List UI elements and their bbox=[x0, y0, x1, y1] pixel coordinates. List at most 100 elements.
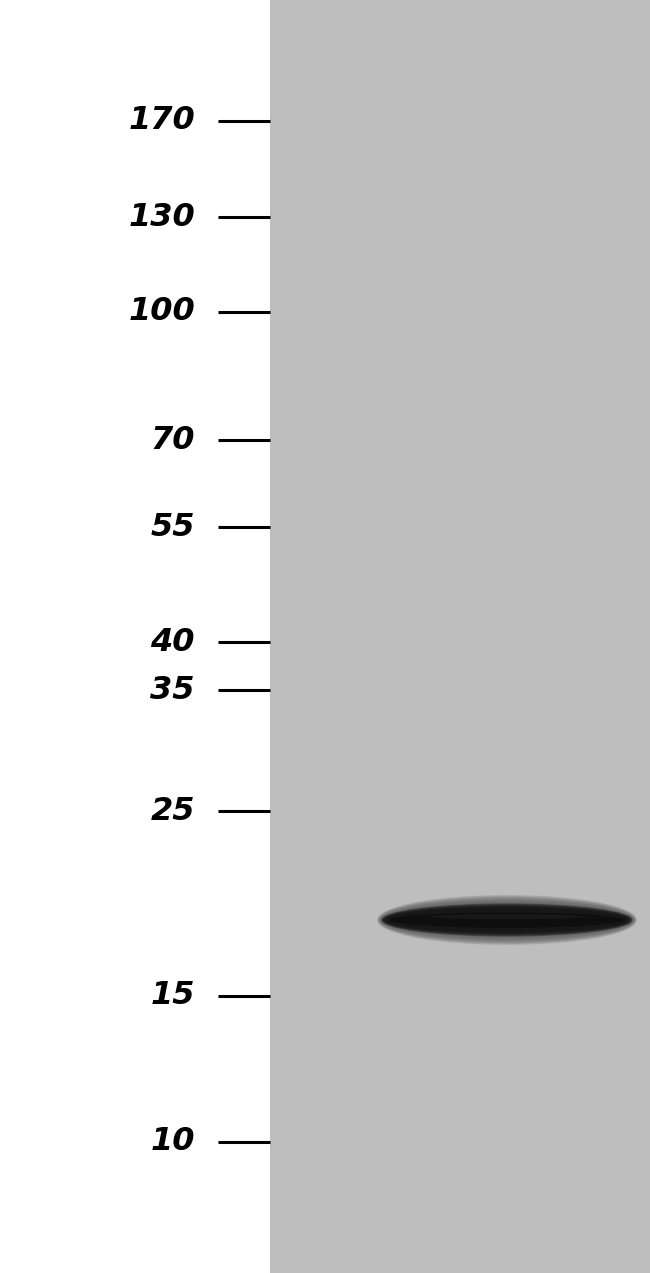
Bar bbox=[274, 0, 280, 1273]
Ellipse shape bbox=[381, 903, 633, 937]
Ellipse shape bbox=[378, 896, 636, 945]
Bar bbox=[432, 0, 436, 1273]
Text: 70: 70 bbox=[151, 425, 195, 456]
Bar bbox=[488, 0, 493, 1273]
Text: 100: 100 bbox=[128, 297, 195, 327]
Ellipse shape bbox=[377, 895, 636, 945]
Bar bbox=[379, 0, 384, 1273]
Bar bbox=[526, 0, 531, 1273]
Ellipse shape bbox=[378, 897, 636, 942]
Bar bbox=[564, 0, 569, 1273]
Ellipse shape bbox=[387, 909, 627, 932]
Bar bbox=[313, 0, 317, 1273]
Bar bbox=[474, 0, 479, 1273]
Ellipse shape bbox=[378, 896, 636, 943]
Bar bbox=[284, 0, 289, 1273]
Ellipse shape bbox=[378, 897, 636, 943]
Bar bbox=[308, 0, 313, 1273]
Ellipse shape bbox=[382, 904, 632, 936]
Bar bbox=[588, 0, 593, 1273]
Bar bbox=[631, 0, 636, 1273]
Bar bbox=[603, 0, 607, 1273]
Bar bbox=[270, 0, 650, 1273]
Bar bbox=[289, 0, 294, 1273]
Bar bbox=[408, 0, 412, 1273]
Bar bbox=[517, 0, 522, 1273]
Ellipse shape bbox=[385, 908, 629, 933]
Bar bbox=[412, 0, 417, 1273]
Bar bbox=[460, 0, 465, 1273]
Bar bbox=[645, 0, 650, 1273]
Ellipse shape bbox=[377, 895, 637, 945]
Text: 35: 35 bbox=[151, 675, 195, 705]
Bar bbox=[636, 0, 640, 1273]
Text: 55: 55 bbox=[151, 512, 195, 542]
Bar bbox=[336, 0, 341, 1273]
Bar bbox=[450, 0, 455, 1273]
Bar bbox=[446, 0, 450, 1273]
Ellipse shape bbox=[385, 906, 629, 933]
Bar bbox=[555, 0, 560, 1273]
Bar bbox=[584, 0, 588, 1273]
Ellipse shape bbox=[382, 904, 632, 936]
Bar bbox=[389, 0, 393, 1273]
Bar bbox=[365, 0, 370, 1273]
Ellipse shape bbox=[384, 905, 630, 934]
Bar bbox=[479, 0, 484, 1273]
Bar bbox=[436, 0, 441, 1273]
Bar bbox=[350, 0, 356, 1273]
Bar bbox=[569, 0, 574, 1273]
Ellipse shape bbox=[382, 904, 632, 937]
Bar bbox=[560, 0, 564, 1273]
Ellipse shape bbox=[387, 908, 627, 932]
Bar bbox=[607, 0, 612, 1273]
Bar bbox=[360, 0, 365, 1273]
Bar bbox=[322, 0, 327, 1273]
Ellipse shape bbox=[383, 905, 631, 934]
Text: 40: 40 bbox=[151, 626, 195, 658]
Text: 25: 25 bbox=[151, 796, 195, 827]
Bar bbox=[341, 0, 346, 1273]
Bar bbox=[303, 0, 308, 1273]
Ellipse shape bbox=[385, 906, 629, 933]
Bar bbox=[317, 0, 322, 1273]
Bar bbox=[294, 0, 298, 1273]
Bar bbox=[417, 0, 422, 1273]
Bar bbox=[370, 0, 374, 1273]
Bar bbox=[593, 0, 598, 1273]
Bar bbox=[536, 0, 541, 1273]
Bar bbox=[327, 0, 332, 1273]
Bar bbox=[298, 0, 303, 1273]
Bar bbox=[484, 0, 488, 1273]
Bar bbox=[578, 0, 584, 1273]
Bar bbox=[512, 0, 517, 1273]
Bar bbox=[545, 0, 550, 1273]
Ellipse shape bbox=[390, 913, 624, 928]
Bar bbox=[522, 0, 526, 1273]
Bar bbox=[356, 0, 360, 1273]
Bar bbox=[621, 0, 626, 1273]
Bar bbox=[541, 0, 545, 1273]
Bar bbox=[270, 0, 274, 1273]
Bar bbox=[422, 0, 426, 1273]
Ellipse shape bbox=[429, 914, 585, 919]
Bar bbox=[640, 0, 645, 1273]
Bar bbox=[550, 0, 555, 1273]
Bar bbox=[403, 0, 408, 1273]
Text: 130: 130 bbox=[128, 202, 195, 233]
Bar bbox=[455, 0, 460, 1273]
Ellipse shape bbox=[383, 905, 631, 936]
Bar bbox=[384, 0, 389, 1273]
Bar bbox=[498, 0, 502, 1273]
Bar bbox=[531, 0, 536, 1273]
Ellipse shape bbox=[384, 906, 630, 934]
Bar bbox=[574, 0, 578, 1273]
Bar bbox=[598, 0, 603, 1273]
Bar bbox=[426, 0, 432, 1273]
Bar bbox=[398, 0, 403, 1273]
Bar bbox=[346, 0, 350, 1273]
Text: 170: 170 bbox=[128, 106, 195, 136]
Bar bbox=[626, 0, 631, 1273]
Ellipse shape bbox=[384, 906, 630, 934]
Ellipse shape bbox=[386, 908, 628, 932]
